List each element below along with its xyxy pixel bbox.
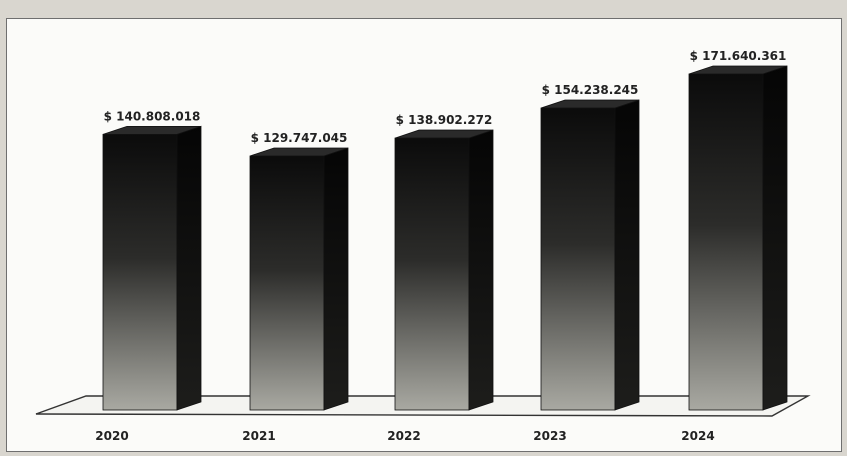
bar-side: [468, 129, 494, 411]
bar-front: [688, 73, 764, 411]
bar-side: [762, 65, 788, 411]
bar-top: [540, 99, 640, 109]
bar-2021: [249, 147, 349, 411]
data-labels: $ 140.808.018 $ 129.747.045 $ 138.902.272 $…: [104, 49, 787, 145]
x-tick-2023: 2023: [533, 429, 566, 443]
x-tick-2020: 2020: [95, 429, 128, 443]
bar-2020: [102, 125, 202, 411]
x-tick-2024: 2024: [681, 429, 714, 443]
x-tick-2021: 2021: [242, 429, 275, 443]
bar-2022: [394, 129, 494, 411]
data-label-2020: $ 140.808.018: [104, 109, 201, 123]
bar-front: [394, 137, 470, 411]
bar-top: [249, 147, 349, 157]
bar-2023: [540, 99, 640, 411]
data-label-2021: $ 129.747.045: [251, 131, 348, 145]
bar-front: [540, 107, 616, 411]
data-label-2022: $ 138.902.272: [396, 113, 493, 127]
bar-front: [249, 155, 325, 411]
bar-side: [323, 147, 349, 411]
x-tick-2022: 2022: [387, 429, 420, 443]
bar-front: [102, 133, 178, 411]
bars: [102, 65, 788, 411]
x-axis-ticks: 2020 2021 2022 2023 2024: [95, 429, 714, 443]
bar-2024: [688, 65, 788, 411]
bar-side: [176, 125, 202, 411]
bar-top: [102, 125, 202, 135]
data-label-2023: $ 154.238.245: [542, 83, 639, 97]
bar-side: [614, 99, 640, 411]
bar-top: [394, 129, 494, 139]
data-label-2024: $ 171.640.361: [690, 49, 787, 63]
bar-top: [688, 65, 788, 75]
